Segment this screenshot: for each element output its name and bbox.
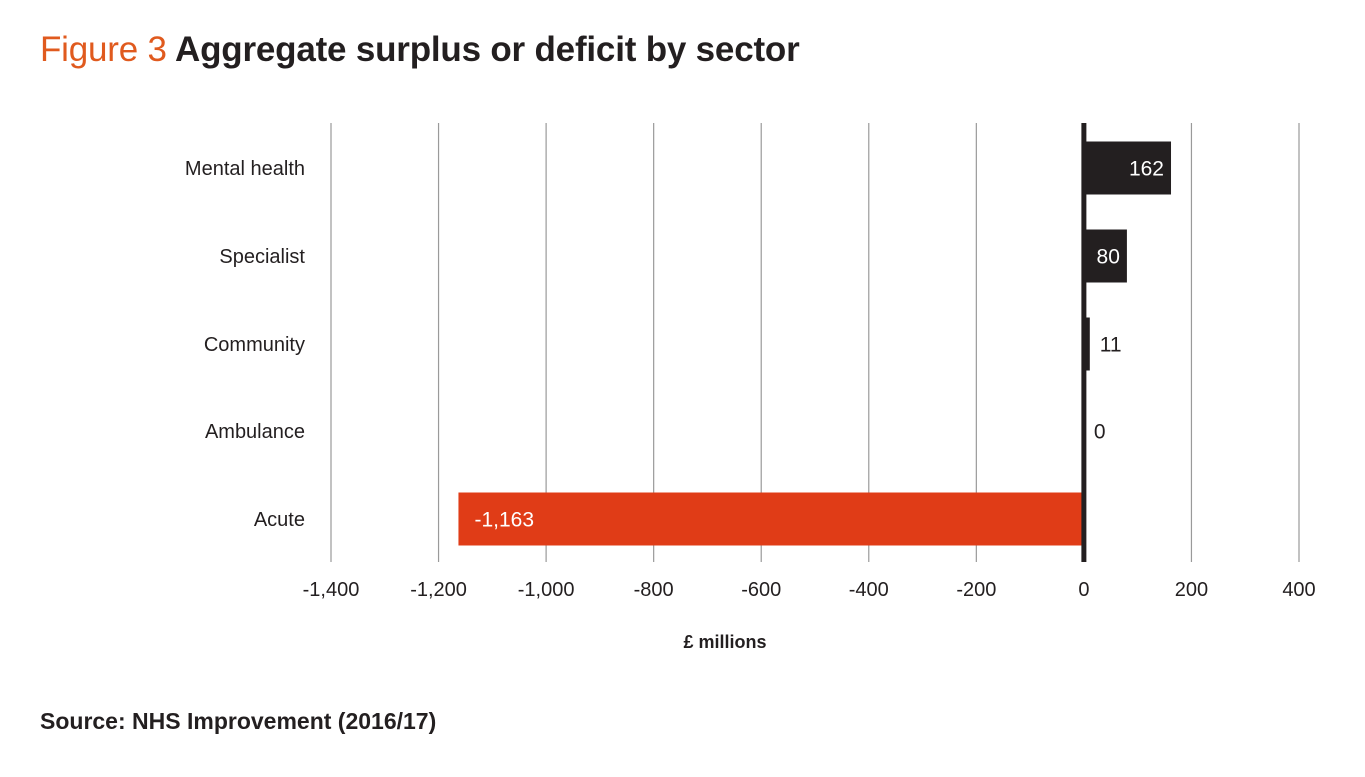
bar-value-label: 11 [1100, 334, 1122, 357]
category-label: Specialist [219, 246, 305, 268]
x-tick-label: -1,400 [303, 579, 360, 601]
bar-value-label: 162 [1129, 158, 1164, 181]
figure-title-text: Aggregate surplus or deficit by sector [175, 30, 800, 69]
source-note: Source: NHS Improvement (2016/17) [40, 708, 437, 734]
x-tick-label: -800 [634, 579, 674, 601]
x-tick-label: 0 [1078, 579, 1089, 601]
category-label: Ambulance [205, 421, 305, 443]
bar [1083, 317, 1090, 371]
category-label: Acute [254, 509, 305, 531]
bar [1083, 229, 1127, 283]
x-tick-label: -400 [849, 579, 889, 601]
figure-number: Figure 3 [40, 30, 167, 69]
x-tick-label: -1,200 [410, 579, 467, 601]
bar [458, 492, 1084, 546]
bar-value-label: 0 [1094, 421, 1106, 444]
category-label: Mental health [185, 158, 305, 180]
figure-title: Figure 3 Aggregate surplus or deficit by… [40, 30, 800, 70]
bar [1083, 141, 1172, 195]
bar-chart: 162 80 11 0 -1,163 Mental health Specialist Com… [185, 123, 1316, 652]
x-tick-label: -1,000 [518, 579, 575, 601]
x-tick-label: -200 [956, 579, 996, 601]
x-axis-title: £ millions [683, 632, 766, 652]
bar-value-label: 80 [1097, 246, 1120, 269]
bar-value-label: -1,163 [474, 509, 534, 532]
x-tick-label: 200 [1175, 579, 1208, 601]
x-tick-label: -600 [741, 579, 781, 601]
x-tick-label: 400 [1282, 579, 1315, 601]
category-label: Community [204, 334, 305, 356]
